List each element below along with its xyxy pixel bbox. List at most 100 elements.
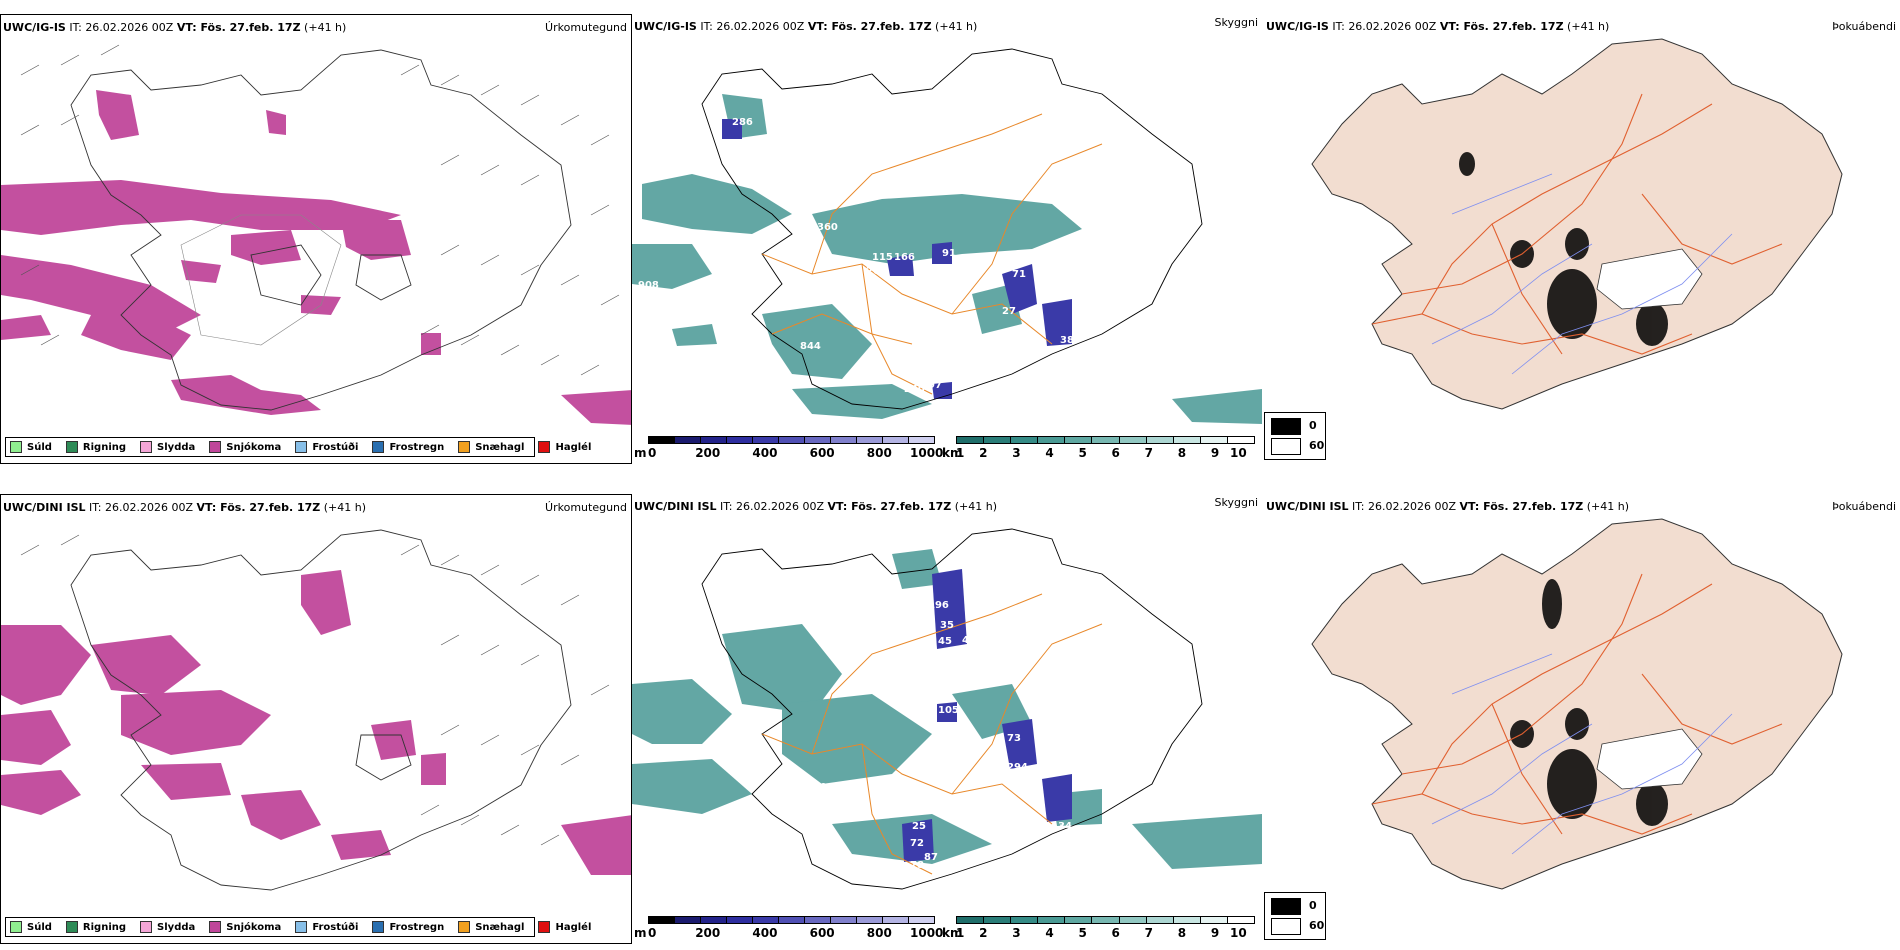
fog-legend-label-60: 60 bbox=[1309, 439, 1325, 452]
panel-header-right: UWC/DINI ISL IT: 26.02.2026 00Z VT: Fös.… bbox=[1266, 500, 1629, 513]
colorbar-segment bbox=[648, 436, 675, 444]
colorbar-segment bbox=[1118, 916, 1147, 924]
legend-swatch bbox=[372, 441, 385, 453]
colorbar-tick-label: 0 bbox=[648, 926, 657, 940]
legend-label: Rigning bbox=[82, 921, 127, 933]
fog-map-top: 0 60 UWC/IG-IS IT: 26.02.2026 00Z VT: Fö… bbox=[1262, 14, 1900, 464]
legend-swatch bbox=[295, 921, 308, 933]
legend-swatch bbox=[538, 921, 551, 933]
km-colorbar: km 1 2 3 4 5 6 7 8 9 10 bbox=[942, 916, 1260, 940]
visibility-value-label: 196 bbox=[928, 600, 949, 611]
lead-time: (+41 h) bbox=[320, 501, 367, 514]
colorbar-unit: m bbox=[634, 926, 647, 940]
fog-map-graphic bbox=[1311, 38, 1843, 410]
colorbar-segment bbox=[1010, 436, 1039, 444]
legend-item: Haglél bbox=[538, 921, 591, 933]
valid-time: VT: Fös. 27.feb. 17Z bbox=[1439, 20, 1564, 33]
fog-legend: 0 60 bbox=[1264, 892, 1326, 940]
colorbar-segment bbox=[1037, 436, 1066, 444]
panel-header-right: UWC/IG-IS IT: 26.02.2026 00Z VT: Fös. 27… bbox=[1266, 20, 1609, 33]
colorbar-segment bbox=[778, 916, 805, 924]
colorbar-tick-label: 4 bbox=[1045, 446, 1054, 460]
visibility-map-bottom: 196 35 45 45 182 105 73 294 34 460 25 72 87 78 Skyggn… bbox=[632, 494, 1262, 944]
legend-swatch bbox=[65, 441, 78, 453]
model-name: UWC/IG-IS bbox=[634, 20, 697, 33]
panel-header-mid: UWC/IG-IS IT: 26.02.2026 00Z VT: Fös. 27… bbox=[634, 20, 977, 33]
colorbar-tick-label: 7 bbox=[1144, 446, 1154, 460]
legend-swatch bbox=[209, 921, 222, 933]
colorbar-segment bbox=[804, 916, 831, 924]
visibility-map-graphic bbox=[632, 48, 1262, 424]
colorbar-tick-label: 0 bbox=[648, 446, 657, 460]
colorbar-segment bbox=[1226, 916, 1255, 924]
colorbar-tick-label: 800 bbox=[866, 926, 892, 940]
legend-item: Slydda bbox=[140, 921, 195, 933]
visibility-value-label: 35 bbox=[940, 620, 954, 631]
colorbar-segment bbox=[726, 436, 753, 444]
legend-label: Snjókoma bbox=[226, 441, 282, 453]
colorbar-tick-label: 600 bbox=[809, 446, 835, 460]
legend-label: Snjókoma bbox=[226, 921, 282, 933]
visibility-value-label: 182 bbox=[956, 656, 977, 667]
colorbar-segment bbox=[983, 916, 1012, 924]
legend-swatch bbox=[295, 441, 308, 453]
colorbar-segment bbox=[1091, 436, 1120, 444]
init-time: IT: 26.02.2026 00Z bbox=[716, 500, 828, 513]
colorbar-segment bbox=[983, 436, 1012, 444]
colorbar-tick-label: 8 bbox=[1177, 446, 1187, 460]
lead-time: (+41 h) bbox=[951, 500, 998, 513]
colorbar-segment bbox=[1064, 436, 1093, 444]
visibility-value-label: 72 bbox=[910, 838, 924, 849]
precip-legend: Súld Rigning Slydda Snjókoma Frostúði Frostre… bbox=[5, 437, 591, 457]
fog-map-bottom: 0 60 UWC/DINI ISL IT: 26.02.2026 00Z VT:… bbox=[1262, 494, 1900, 944]
colorbar-segment bbox=[908, 436, 935, 444]
visibility-value-label: 27 bbox=[1002, 306, 1016, 317]
colorbar-segment bbox=[856, 436, 883, 444]
fog-map-graphic bbox=[1311, 518, 1843, 890]
visibility-value-label: 38 bbox=[1060, 335, 1074, 346]
colorbar-segment bbox=[1199, 916, 1228, 924]
model-name: UWC/IG-IS bbox=[1266, 20, 1329, 33]
legend-label: Slydda bbox=[157, 921, 196, 933]
colorbar-segment bbox=[1199, 436, 1228, 444]
legend-item: Súld bbox=[10, 921, 52, 933]
visibility-value-label: 844 bbox=[800, 341, 821, 352]
precip-legend: Súld Rigning Slydda Snjókoma Frostúði Frostre… bbox=[5, 917, 591, 937]
lead-time: (+41 h) bbox=[1583, 500, 1630, 513]
lead-time: (+41 h) bbox=[1563, 20, 1610, 33]
visibility-value-label: 166 bbox=[894, 252, 915, 263]
visibility-value-label: 45 bbox=[938, 636, 952, 647]
colorbar-segment bbox=[752, 916, 779, 924]
colorbar-unit: km bbox=[942, 446, 963, 460]
legend-label: Súld bbox=[27, 921, 52, 933]
init-time: IT: 26.02.2026 00Z bbox=[1348, 500, 1460, 513]
fog-legend-swatch-0 bbox=[1271, 418, 1301, 435]
legend-label: Frostregn bbox=[389, 921, 445, 933]
colorbar-tick-label: 200 bbox=[695, 926, 721, 940]
colorbar-segment bbox=[700, 436, 727, 444]
valid-time: VT: Fös. 27.feb. 17Z bbox=[807, 20, 932, 33]
init-time: IT: 26.02.2026 00Z bbox=[65, 21, 177, 34]
legend-swatch bbox=[372, 921, 385, 933]
colorbar-tick-label: 6 bbox=[1111, 926, 1120, 940]
valid-time: VT: Fös. 27.feb. 17Z bbox=[827, 500, 952, 513]
colorbar-segment bbox=[908, 916, 935, 924]
colorbar-tick-label: 2 bbox=[979, 926, 988, 940]
colorbar-segment bbox=[1037, 916, 1066, 924]
init-time: IT: 26.02.2026 00Z bbox=[1328, 20, 1440, 33]
precip-type-map-top: UWC/IG-IS IT: 26.02.2026 00Z VT: Fös. 27… bbox=[0, 14, 632, 464]
legend-item: Rigning bbox=[65, 921, 127, 933]
legend-label: Haglél bbox=[555, 921, 592, 933]
colorbar-segment bbox=[830, 916, 857, 924]
visibility-value-label: 87 bbox=[924, 852, 938, 863]
visibility-value-label: 115 bbox=[872, 252, 893, 263]
colorbar-tick-label: 200 bbox=[695, 446, 721, 460]
fog-legend-swatch-60 bbox=[1271, 438, 1301, 455]
visibility-value-label: 71 bbox=[1012, 269, 1026, 280]
visibility-value-label: 360 bbox=[817, 222, 838, 233]
visibility-value-label: 105 bbox=[938, 705, 959, 716]
colorbar-tick-label: 600 bbox=[809, 926, 835, 940]
colorbar-tick-label: 9 bbox=[1210, 926, 1220, 940]
colorbar-segment bbox=[1226, 436, 1255, 444]
colorbar-segment bbox=[856, 916, 883, 924]
